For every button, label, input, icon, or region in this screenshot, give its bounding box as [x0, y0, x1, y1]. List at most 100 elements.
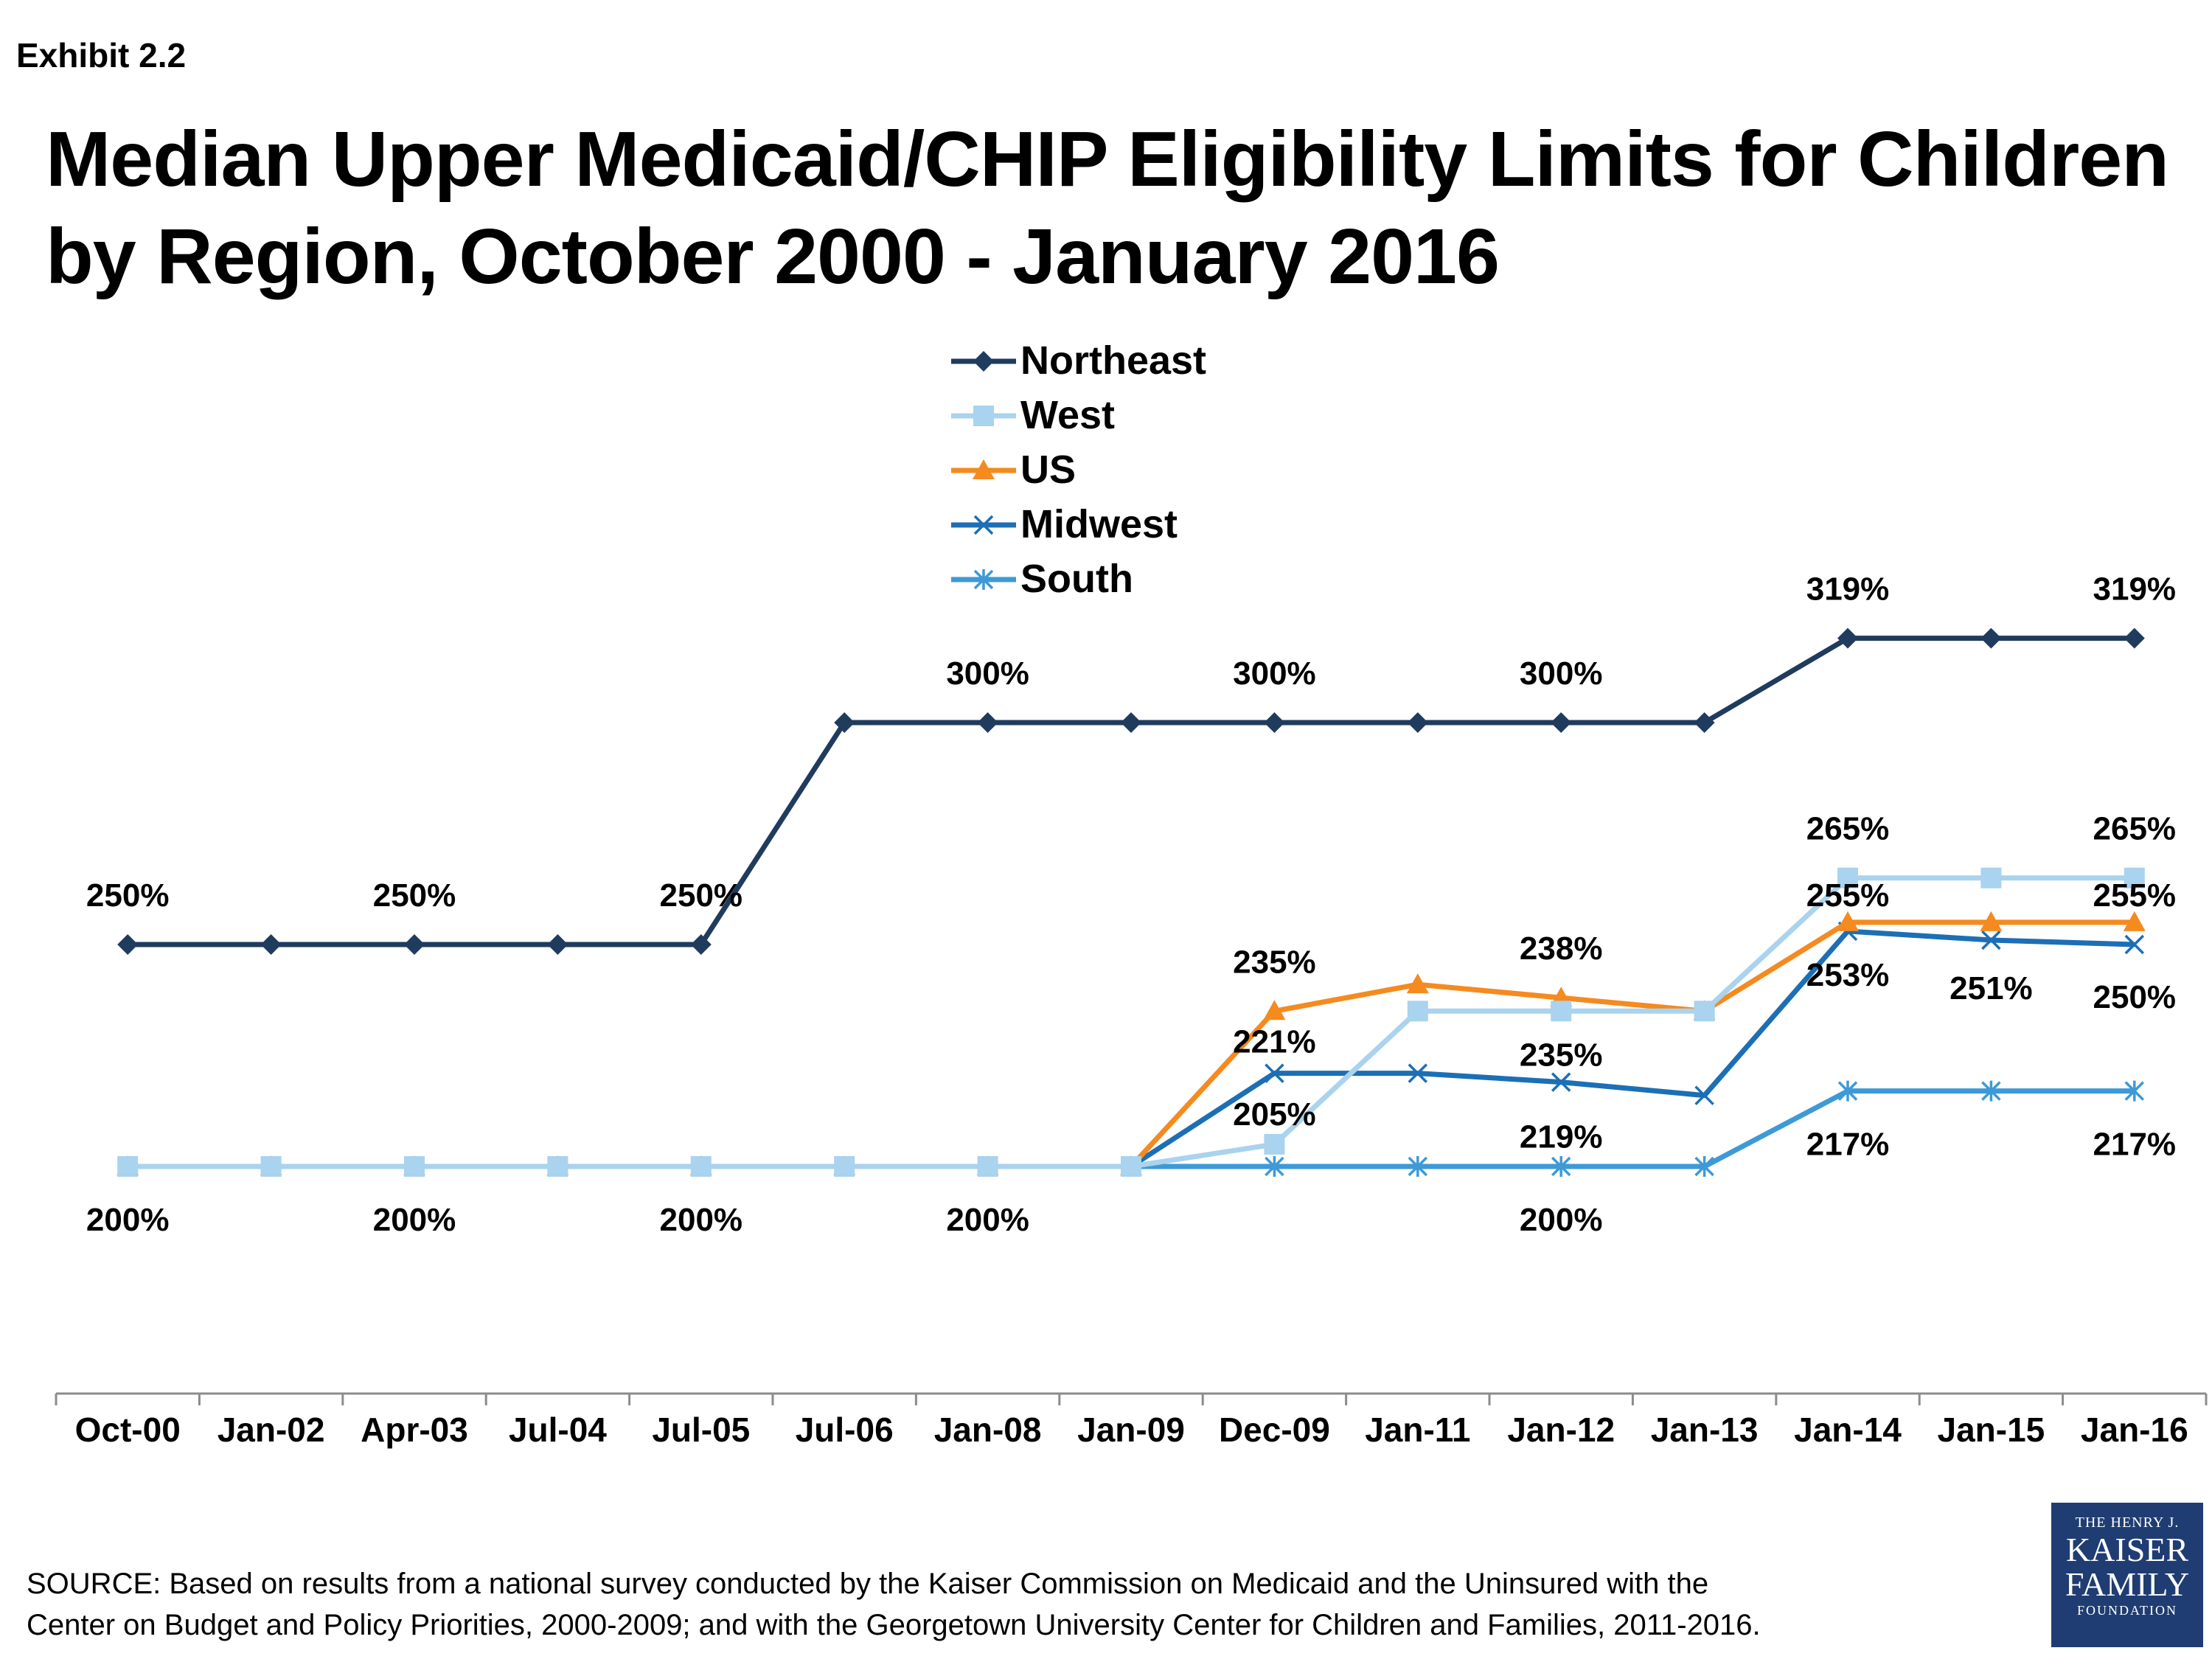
legend-label: South [1020, 557, 1133, 601]
exhibit-label: Exhibit 2.2 [16, 36, 187, 74]
data-label-south: 200% [373, 1202, 456, 1238]
x-tick-label: Apr-03 [361, 1411, 468, 1449]
data-point-northeast [117, 934, 139, 955]
data-point-northeast [547, 934, 568, 955]
data-point-northeast [977, 712, 998, 733]
logo-line-3: FAMILY [2065, 1565, 2190, 1603]
data-point-us [2123, 911, 2146, 931]
kaiser-family-foundation-logo: THE HENRY J. KAISER FAMILY FOUNDATION [2051, 1503, 2203, 1647]
x-tick-label: Jan-12 [1507, 1411, 1615, 1449]
data-label-south: 200% [86, 1202, 170, 1238]
data-point-northeast [1694, 712, 1715, 733]
data-point-west [404, 1156, 425, 1177]
data-point-northeast [1407, 712, 1428, 733]
legend-item-west: West [951, 393, 1115, 437]
legend-item-south: South [951, 557, 1133, 601]
data-point-south [1837, 1080, 1858, 1102]
data-label-northeast: 300% [1233, 655, 1316, 692]
legend-marker [973, 515, 994, 535]
data-label-northeast: 300% [946, 655, 1029, 692]
data-point-south [2124, 1080, 2145, 1102]
series-northeast [117, 627, 2145, 955]
data-point-west [1837, 867, 1858, 888]
source-note: SOURCE: Based on results from a national… [27, 1563, 2017, 1646]
data-point-midwest [1981, 930, 2001, 950]
legend-label: West [1020, 393, 1115, 437]
logo-line-1: THE HENRY J. [2075, 1514, 2180, 1531]
data-label-midwest: 250% [2093, 979, 2177, 1015]
data-label-south: 217% [1806, 1127, 1890, 1163]
x-tick-label: Dec-09 [1219, 1411, 1330, 1449]
chart-title-line-1: Median Upper Medicaid/CHIP Eligibility L… [46, 116, 2169, 203]
data-label-us: 255% [1806, 877, 1890, 914]
data-point-west [1264, 1133, 1285, 1155]
data-point-northeast [690, 934, 712, 955]
data-label-northeast: 300% [1520, 655, 1603, 692]
data-point-northeast [1264, 712, 1285, 733]
x-tick-label: Jan-14 [1794, 1411, 1902, 1449]
data-point-midwest [1265, 1063, 1284, 1083]
data-point-midwest [1694, 1085, 1714, 1105]
data-point-us [1837, 911, 1859, 931]
data-point-northeast [1980, 627, 2002, 649]
data-label-midwest: 253% [1806, 957, 1890, 993]
data-label-west: 265% [2093, 811, 2177, 847]
legend-item-us: US [951, 448, 1076, 492]
data-point-northeast [1551, 712, 1572, 733]
data-point-west [260, 1156, 282, 1177]
x-tick-label: Jan-09 [1077, 1411, 1185, 1449]
data-label-west: 205% [1233, 1096, 1316, 1133]
x-tick-label: Jan-02 [218, 1411, 325, 1449]
legend: Northeast West US Midwest South [951, 338, 1206, 601]
data-label-northeast: 319% [2093, 571, 2177, 608]
data-point-west [117, 1156, 139, 1177]
data-label-midwest: 251% [1950, 970, 2033, 1006]
data-point-south [1981, 1080, 2001, 1102]
data-label-south: 200% [946, 1202, 1029, 1238]
data-label-midwest: 219% [1520, 1119, 1603, 1155]
legend-item-midwest: Midwest [951, 502, 1178, 546]
x-tick-label: Jul-05 [652, 1411, 750, 1449]
data-point-us [1263, 1000, 1286, 1020]
data-point-south [1408, 1156, 1428, 1177]
data-point-west [1551, 1001, 1572, 1022]
source-line-2: Center on Budget and Policy Priorities, … [27, 1609, 1761, 1641]
legend-marker [973, 569, 994, 590]
data-point-south [1551, 1156, 1571, 1177]
x-tick-label: Jan-11 [1365, 1411, 1470, 1449]
data-point-us [1406, 973, 1429, 994]
legend-label: Northeast [1020, 338, 1206, 383]
chart-title: Median Upper Medicaid/CHIP Eligibility L… [46, 111, 2184, 305]
data-labels: 250% 250% 250% 300% 300% 300% 319% 319% 265% 265%… [86, 571, 2176, 1238]
logo-line-2: KAISER [2065, 1531, 2189, 1568]
data-point-west [547, 1156, 568, 1177]
x-tick-label: Jan-16 [2081, 1411, 2188, 1449]
data-point-midwest [2124, 934, 2145, 955]
data-point-west [1407, 1001, 1428, 1022]
series-layer [116, 627, 2146, 1177]
x-tick-label: Jan-08 [934, 1411, 1042, 1449]
data-label-northeast: 319% [1806, 571, 1890, 608]
chart-title-line-2: by Region, October 2000 - January 2016 [46, 213, 1500, 300]
data-point-northeast [1837, 627, 1858, 649]
data-label-northeast: 250% [86, 877, 170, 914]
x-tick-label: Jul-04 [509, 1411, 607, 1449]
x-tick-label: Jan-15 [1938, 1411, 2045, 1449]
logo-line-4: FOUNDATION [2077, 1603, 2177, 1618]
data-point-west [1121, 1156, 1141, 1177]
data-point-west [834, 1156, 855, 1177]
legend-marker [973, 459, 995, 479]
data-point-south [1265, 1156, 1284, 1177]
data-point-midwest [1408, 1063, 1428, 1083]
data-point-west [1694, 1001, 1715, 1022]
legend-marker [973, 351, 994, 372]
series-west [117, 867, 2145, 1177]
data-label-south: 200% [1520, 1202, 1603, 1238]
source-line-1: SOURCE: Based on results from a national… [27, 1568, 1709, 1600]
legend-label: US [1020, 448, 1076, 492]
data-point-northeast [1121, 712, 1141, 733]
data-point-northeast [404, 934, 425, 955]
series-line-west [128, 875, 2135, 1169]
data-label-south: 217% [2093, 1127, 2177, 1163]
